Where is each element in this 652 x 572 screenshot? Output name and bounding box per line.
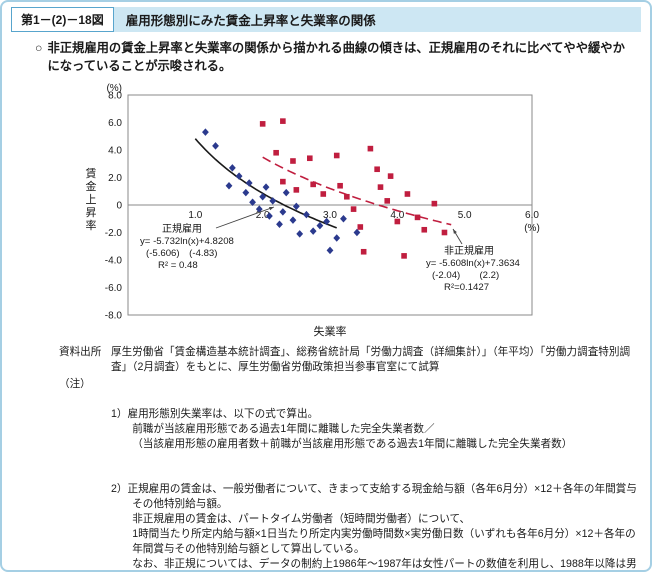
figure-header: 第1－(2)－18図 雇用形態別にみた賃金上昇率と失業率の関係 (11, 7, 641, 32)
source-text: 厚生労働省「賃金構造基本統計調査」、総務省統計局「労働力調査（詳細集計）」（年平… (111, 345, 631, 373)
svg-text:(%): (%) (106, 83, 122, 94)
svg-text:6.0: 6.0 (108, 118, 122, 129)
svg-text:非正規雇用: 非正規雇用 (444, 244, 494, 257)
notes-label: （注） (59, 377, 91, 390)
svg-text:(%): (%) (524, 223, 540, 234)
note-item: 2）正規雇用の賃金は、一般労働者について、きまって支給する現金給与額（各年6月分… (111, 482, 637, 571)
svg-text:-8.0: -8.0 (105, 310, 123, 321)
svg-text:-6.0: -6.0 (105, 283, 123, 294)
notes-row: （注） 1）雇用形態別失業率は、以下の式で算出。 前職が当該雇用形態である過去1… (59, 377, 641, 571)
svg-text:4.0: 4.0 (108, 145, 122, 156)
svg-text:3.0: 3.0 (323, 210, 337, 221)
svg-text:正規雇用: 正規雇用 (162, 222, 202, 235)
summary-text: 非正規雇用の賃金上昇率と失業率の関係から描かれる曲線の傾きは、正規雇用のそれに比… (47, 41, 625, 73)
note-item: 1）雇用形態別失業率は、以下の式で算出。 前職が当該雇用形態である過去1年間に離… (111, 407, 573, 450)
svg-text:(-2.04) (2.2): (-2.04) (2.2) (432, 270, 499, 281)
svg-text:y= -5.732ln(x)+4.8208: y= -5.732ln(x)+4.8208 (140, 236, 234, 247)
svg-text:-4.0: -4.0 (105, 255, 123, 266)
notes-list: 1）雇用形態別失業率は、以下の式で算出。 前職が当該雇用形態である過去1年間に離… (111, 377, 641, 571)
summary: ○ 非正規雇用の賃金上昇率と失業率の関係から描かれる曲線の傾きは、正規雇用のそれ… (11, 32, 641, 76)
svg-text:R²=0.1427: R²=0.1427 (444, 282, 489, 293)
figure-title: 雇用形態別にみた賃金上昇率と失業率の関係 (125, 14, 376, 28)
svg-text:2.0: 2.0 (108, 173, 122, 184)
svg-text:8.0: 8.0 (108, 90, 122, 101)
svg-text:4.0: 4.0 (390, 210, 404, 221)
bullet-circle-icon: ○ (35, 41, 43, 55)
figure-number: 第1－(2)－18図 (11, 7, 114, 32)
svg-text:賃金上昇率: 賃金上昇率 (86, 166, 97, 232)
scatter-chart: 8.0 6.0 4.0 2.0 0 -2.0 -4.0 -6.0 -8.0 (%) 1.0 2.0 3.… (86, 83, 540, 338)
svg-text:(-5.606) (-4.83): (-5.606) (-4.83) (146, 248, 217, 259)
source-row: 資料出所 厚生労働省「賃金構造基本統計調査」、総務省統計局「労働力調査（詳細集計… (59, 345, 641, 375)
svg-text:6.0: 6.0 (525, 210, 539, 221)
svg-text:失業率: 失業率 (314, 324, 347, 338)
svg-text:R² = 0.48: R² = 0.48 (158, 260, 198, 271)
svg-text:0: 0 (116, 200, 122, 211)
svg-text:2.0: 2.0 (256, 210, 270, 221)
source-label: 資料出所 (59, 345, 102, 358)
svg-text:5.0: 5.0 (458, 210, 472, 221)
chart-area: 8.0 6.0 4.0 2.0 0 -2.0 -4.0 -6.0 -8.0 (%) 1.0 2.0 3.… (76, 80, 576, 343)
svg-text:-2.0: -2.0 (105, 228, 123, 239)
svg-text:1.0: 1.0 (188, 210, 202, 221)
svg-text:y= -5.608ln(x)+7.3634: y= -5.608ln(x)+7.3634 (426, 258, 521, 269)
